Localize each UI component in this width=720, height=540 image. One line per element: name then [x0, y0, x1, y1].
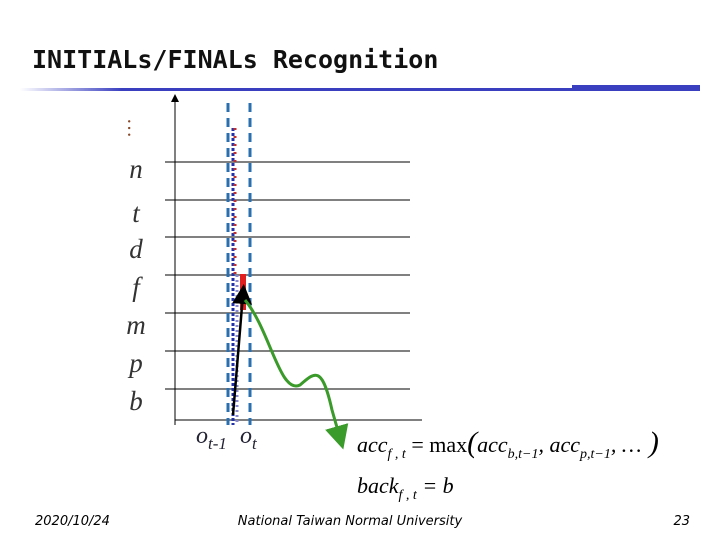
organization: National Taiwan Normal University	[238, 514, 463, 529]
formula: accf , t = max(accb,t−1, accp,t−1, … )	[357, 426, 659, 462]
date: 2020/10/24	[35, 514, 110, 529]
formula-subscript: f , t	[399, 488, 418, 503]
formula-term: , …	[611, 432, 642, 457]
observation-sub: t-1	[208, 434, 227, 453]
formula-term: = b	[417, 473, 454, 498]
title-accent	[572, 85, 700, 90]
observation: ot-1	[196, 423, 227, 453]
state-label: n	[129, 154, 143, 184]
formula-subscript: b,t−1	[508, 447, 539, 462]
observation-base: o	[240, 423, 252, 449]
formula-term: acc	[357, 432, 388, 457]
formula-term: ,	[538, 432, 549, 457]
formulas: accf , t = max(accb,t−1, accp,t−1, … )ba…	[357, 426, 659, 503]
observations: ot-1 ot	[196, 423, 258, 453]
state-label: d	[129, 234, 143, 264]
back-pointer	[231, 284, 253, 416]
page-number: 23	[673, 514, 690, 529]
formula-term: acc	[549, 432, 580, 457]
state-label: f	[132, 272, 143, 302]
formula-subscript: f , t	[388, 447, 407, 462]
title-rule	[20, 88, 700, 91]
state-label: b	[129, 386, 143, 416]
trellis	[165, 94, 422, 425]
frame-columns	[226, 103, 252, 425]
transition-arrow	[243, 299, 349, 450]
formula: backf , t = b	[357, 473, 454, 503]
formula-subscript: p,t−1	[579, 447, 611, 462]
observation: ot	[240, 423, 258, 453]
formula-term: (	[467, 426, 479, 459]
formula-term: = max	[406, 432, 467, 457]
slide-title: INITIALs/FINALs Recognition	[32, 45, 438, 74]
formula-term: acc	[477, 432, 508, 457]
observation-base: o	[196, 423, 208, 449]
state-label: p	[127, 348, 143, 378]
formula-term: back	[357, 473, 400, 498]
ellipsis-label: …	[123, 118, 145, 138]
state-label: t	[132, 198, 141, 228]
formula-term: )	[641, 426, 659, 459]
state-label: m	[126, 310, 146, 340]
observation-sub: t	[252, 434, 258, 453]
